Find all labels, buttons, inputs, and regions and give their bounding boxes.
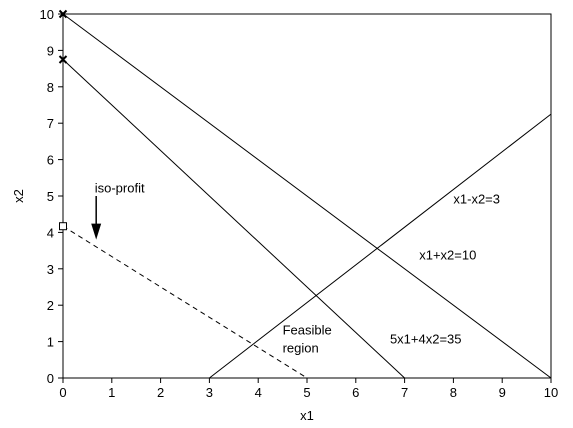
annotation-label: x1-x2=3 (453, 191, 500, 206)
annotation-label: region (283, 341, 319, 356)
series-line (62, 13, 552, 379)
x-tick-label: 2 (157, 385, 164, 400)
y-axis-label: x2 (11, 189, 26, 203)
annotation-label: x1+x2=10 (419, 248, 476, 263)
x-tick-label: 4 (255, 385, 262, 400)
x-tick-label: 6 (352, 385, 359, 400)
y-tick-label: 3 (47, 262, 54, 277)
annotation-label: 5x1+4x2=35 (390, 331, 462, 346)
x-tick-label: 8 (450, 385, 457, 400)
series-line (62, 225, 308, 379)
series-line (209, 113, 552, 379)
arrow-head (91, 223, 102, 240)
square-marker (59, 222, 67, 231)
y-tick-label: 7 (47, 116, 54, 131)
y-tick-label: 0 (47, 371, 54, 386)
series-line (62, 59, 405, 379)
annotation-label: Feasible (283, 322, 332, 337)
y-tick-label: 2 (47, 298, 54, 313)
y-tick-label: 4 (47, 225, 54, 240)
y-tick-label: 10 (40, 7, 54, 22)
x-tick-label: 1 (108, 385, 115, 400)
y-tick-label: 1 (47, 335, 54, 350)
y-tick-label: 5 (47, 189, 54, 204)
annotation-label: iso-profit (95, 180, 145, 195)
x-tick-label: 5 (303, 385, 310, 400)
x-axis-label: x1 (300, 408, 314, 423)
x-tick-label: 9 (499, 385, 506, 400)
x-tick-label: 0 (59, 385, 66, 400)
x-tick-label: 10 (544, 385, 558, 400)
x-marker (58, 55, 68, 64)
x-tick-label: 7 (401, 385, 408, 400)
x-tick-label: 3 (206, 385, 213, 400)
y-tick-label: 8 (47, 80, 54, 95)
y-tick-label: 9 (47, 43, 54, 58)
x-marker (58, 9, 68, 19)
y-tick-label: 6 (47, 153, 54, 168)
